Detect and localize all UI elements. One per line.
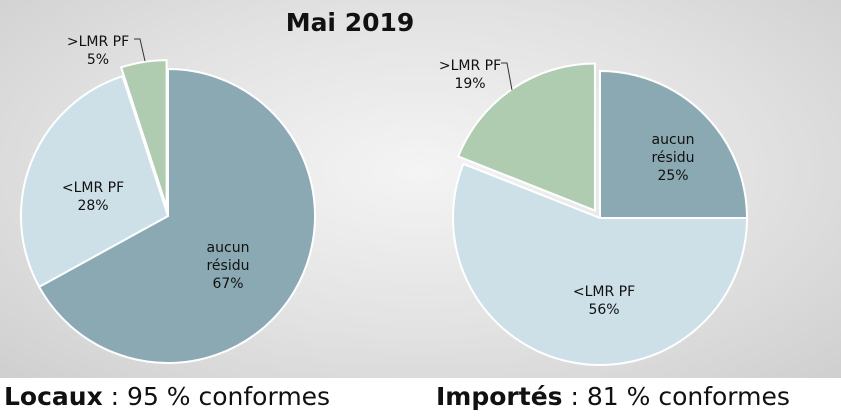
caption-importes-name: Importés xyxy=(436,382,563,411)
pie-slice xyxy=(37,67,316,364)
leader-line xyxy=(134,38,146,62)
pie-slice xyxy=(119,59,168,208)
caption-locaux: Locaux : 95 % conformes xyxy=(4,382,330,411)
caption-locaux-name: Locaux xyxy=(4,382,103,411)
pie-slice xyxy=(599,69,749,219)
caption-locaux-text: : 95 % conformes xyxy=(102,382,331,411)
slice-label: <LMR PF 28% xyxy=(62,180,124,214)
pie-chart-2: aucun résidu 25% <LMR PF 56% >LMR PF 19% xyxy=(439,58,749,366)
slice-label: <LMR PF 56% xyxy=(573,284,635,318)
pie-chart-1: aucun résidu 67% <LMR PF 28% >LMR PF 5% xyxy=(20,34,316,364)
slice-label: >LMR PF 19% xyxy=(439,58,501,92)
leader-line xyxy=(501,62,513,91)
pie-slice xyxy=(20,74,170,289)
slice-label: aucun résidu 67% xyxy=(206,240,249,292)
caption-importes: Importés : 81 % conformes xyxy=(436,382,790,411)
chart-title: Mai 2019 xyxy=(285,8,415,37)
caption-importes-text: : 81 % conformes xyxy=(562,382,790,411)
slice-label: >LMR PF 5% xyxy=(67,34,129,68)
pie-slice xyxy=(452,162,749,366)
pie-charts: aucun résidu 67%<LMR PF 28%>LMR PF 5%aucun ré… xyxy=(20,34,749,366)
slice-label: aucun résidu 25% xyxy=(651,132,694,184)
